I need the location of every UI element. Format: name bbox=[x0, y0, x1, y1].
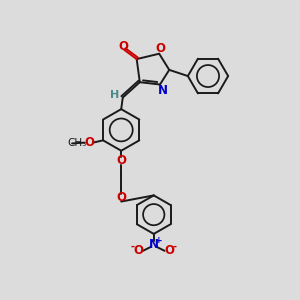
Text: N: N bbox=[158, 84, 168, 97]
Text: O: O bbox=[116, 191, 126, 204]
Text: O: O bbox=[155, 42, 165, 55]
Text: H: H bbox=[110, 90, 120, 100]
Text: O: O bbox=[116, 154, 126, 167]
Text: O: O bbox=[84, 136, 94, 149]
Text: N: N bbox=[149, 238, 159, 251]
Text: -: - bbox=[173, 242, 177, 252]
Text: CH₃: CH₃ bbox=[67, 138, 86, 148]
Text: O: O bbox=[164, 244, 174, 257]
Text: O: O bbox=[118, 40, 128, 53]
Text: -: - bbox=[131, 242, 135, 252]
Text: +: + bbox=[154, 236, 162, 245]
Text: O: O bbox=[133, 244, 143, 257]
